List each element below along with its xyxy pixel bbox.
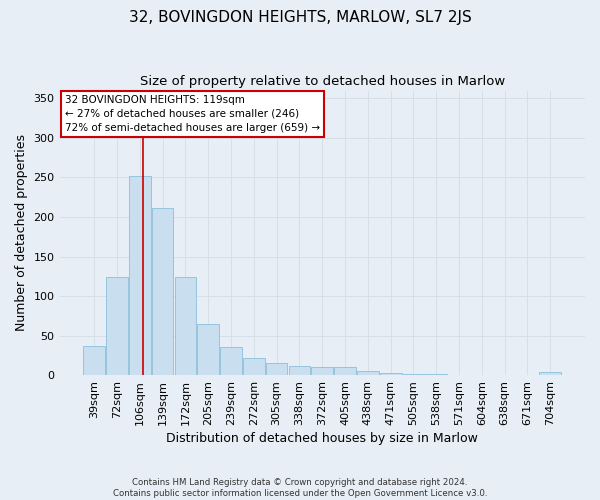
- Bar: [129, 176, 151, 375]
- Text: Contains HM Land Registry data © Crown copyright and database right 2024.
Contai: Contains HM Land Registry data © Crown c…: [113, 478, 487, 498]
- Bar: [243, 358, 265, 375]
- Bar: [357, 371, 379, 375]
- Bar: [106, 277, 128, 375]
- Bar: [266, 363, 287, 375]
- Bar: [197, 324, 219, 375]
- Bar: [425, 374, 447, 375]
- Bar: [83, 346, 105, 375]
- Bar: [220, 348, 242, 375]
- Bar: [380, 374, 401, 375]
- Title: Size of property relative to detached houses in Marlow: Size of property relative to detached ho…: [140, 75, 505, 88]
- Bar: [311, 367, 333, 375]
- Bar: [334, 367, 356, 375]
- X-axis label: Distribution of detached houses by size in Marlow: Distribution of detached houses by size …: [166, 432, 478, 445]
- Bar: [152, 208, 173, 375]
- Text: 32, BOVINGDON HEIGHTS, MARLOW, SL7 2JS: 32, BOVINGDON HEIGHTS, MARLOW, SL7 2JS: [128, 10, 472, 25]
- Text: 32 BOVINGDON HEIGHTS: 119sqm
← 27% of detached houses are smaller (246)
72% of s: 32 BOVINGDON HEIGHTS: 119sqm ← 27% of de…: [65, 95, 320, 133]
- Bar: [175, 277, 196, 375]
- Y-axis label: Number of detached properties: Number of detached properties: [15, 134, 28, 332]
- Bar: [289, 366, 310, 375]
- Bar: [539, 372, 561, 375]
- Bar: [403, 374, 424, 375]
